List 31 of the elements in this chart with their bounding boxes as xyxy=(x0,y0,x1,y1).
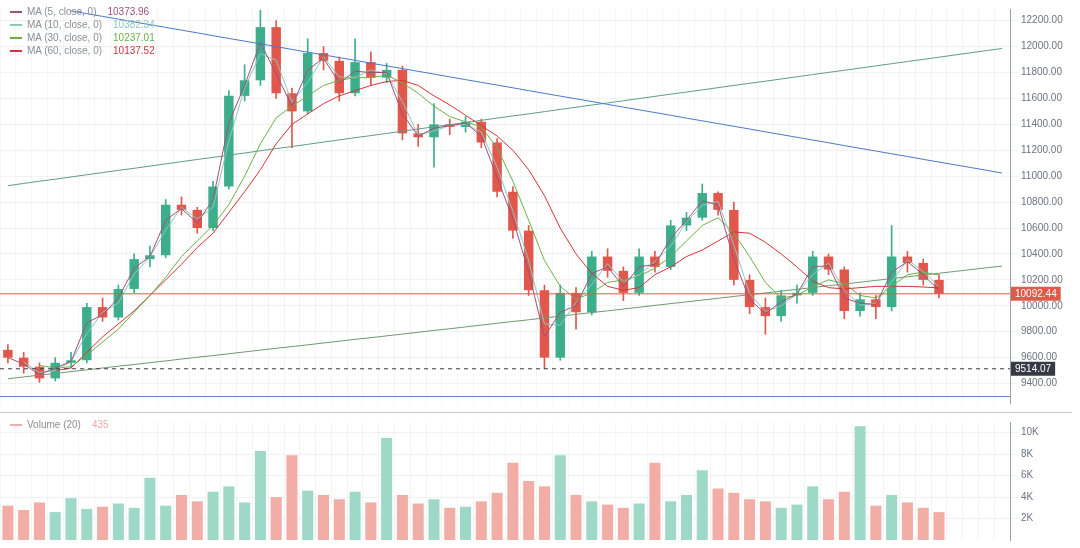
y-tick-label: 11600.00 xyxy=(1021,92,1063,104)
y-tick-label: 10600.00 xyxy=(1021,221,1064,233)
y-tick-label: 6K xyxy=(1021,469,1034,481)
y-tick-label: 10400.00 xyxy=(1021,247,1064,259)
y-tick-label: 9800.00 xyxy=(1021,325,1058,337)
y-tick-label: 11200.00 xyxy=(1021,144,1063,156)
y-tick-label: 9600.00 xyxy=(1021,351,1058,363)
legend-label: MA (30, close, 0) xyxy=(27,31,103,44)
y-tick-label: 9400.00 xyxy=(1021,377,1058,389)
y-tick-label: 11800.00 xyxy=(1021,66,1063,78)
ref-line-label: 9514.07 xyxy=(1015,362,1052,374)
y-tick-label: 10K xyxy=(1021,426,1040,438)
y-tick-label: 10200.00 xyxy=(1021,273,1064,285)
y-tick-label: 11000.00 xyxy=(1021,169,1063,181)
annotation: 10137.52 xyxy=(113,44,155,57)
y-tick-label: 10800.00 xyxy=(1021,195,1064,207)
annotation: 10373.96 xyxy=(107,5,150,18)
legend-label: Volume (20) xyxy=(27,418,81,431)
ref-line-label: 10092.44 xyxy=(1015,287,1058,299)
legend-label: MA (10, close, 0) xyxy=(27,18,103,31)
y-tick-label: 12000.00 xyxy=(1021,40,1064,52)
y-tick-label: 8K xyxy=(1021,447,1034,459)
annotation: 435 xyxy=(91,418,109,431)
y-tick-label: 11400.00 xyxy=(1021,118,1063,130)
y-tick-label: 10000.00 xyxy=(1021,299,1064,311)
annotation: 10237.01 xyxy=(113,31,155,44)
y-tick-label: 12200.00 xyxy=(1021,14,1064,26)
y-tick-label: 4K xyxy=(1021,490,1034,502)
y-tick-label: 2K xyxy=(1021,512,1034,524)
legend-label: MA (60, close, 0) xyxy=(27,44,103,57)
annotation: 10382.34 xyxy=(113,18,155,31)
